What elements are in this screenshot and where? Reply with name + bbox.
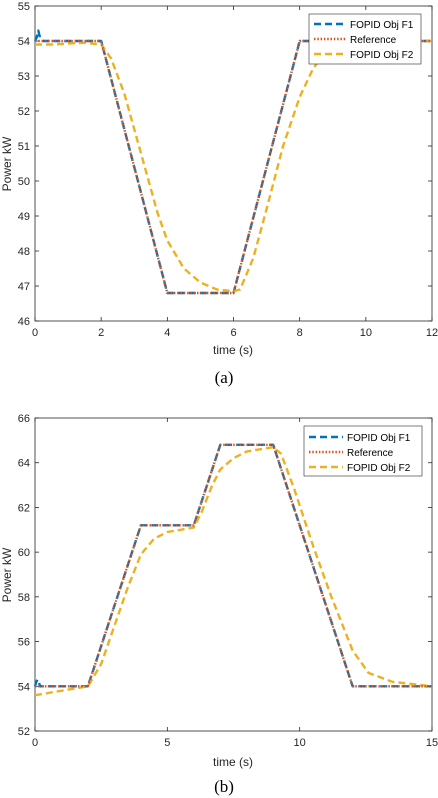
chart-a-ytick-label: 51 <box>18 141 30 153</box>
chart-b-xtick-label: 10 <box>294 737 306 749</box>
chart-a-ytick-label: 48 <box>18 246 30 258</box>
chart-a-caption: (a) <box>215 368 234 387</box>
chart-a-legend-label-ref: Reference <box>350 35 397 46</box>
chart-b-ytick-label: 56 <box>18 637 30 649</box>
chart-a-ytick-label: 53 <box>18 71 30 83</box>
chart-a-xtick-label: 12 <box>426 327 438 339</box>
chart-b-ytick-label: 60 <box>18 547 30 559</box>
chart-a-ytick-label: 46 <box>18 316 30 328</box>
chart-a-xtick-label: 2 <box>98 327 104 339</box>
chart-b-series-reference <box>35 443 432 688</box>
chart-b-xtick-label: 5 <box>164 737 170 749</box>
chart-a-xtick-label: 0 <box>32 327 38 339</box>
chart-b-legend: FOPID Obj F1 Reference FOPID Obj F2 <box>303 425 423 477</box>
chart-a-ytick-label: 49 <box>18 211 30 223</box>
chart-b-legend-label-f2: FOPID Obj F2 <box>347 463 411 474</box>
chart-b-ylabel: Power kW <box>0 547 14 602</box>
chart-b-ytick-label: 66 <box>18 413 30 425</box>
chart-a-series-reference <box>35 39 432 295</box>
chart-a-ytick-label: 50 <box>18 176 30 188</box>
chart-a-ytick-label: 52 <box>18 106 30 118</box>
chart-a-legend-label-f1: FOPID Obj F1 <box>350 20 414 31</box>
chart-b-xlabel: time (s) <box>213 755 253 769</box>
chart-b-legend-label-f1: FOPID Obj F1 <box>347 433 411 444</box>
chart-a-xtick-label: 8 <box>297 327 303 339</box>
chart-b: 0 5 10 15 52 54 56 58 60 62 64 66 time (s) Power kW… <box>0 413 438 796</box>
chart-a-xtick-label: 6 <box>230 327 236 339</box>
chart-b-legend-label-ref: Reference <box>347 448 394 459</box>
chart-a-ytick-label: 55 <box>18 1 30 13</box>
chart-b-xtick-label: 0 <box>32 737 38 749</box>
chart-a-ytick-label: 54 <box>18 36 30 48</box>
chart-b-series-fopid-obj-f2 <box>34 445 433 697</box>
chart-b-caption: (b) <box>214 777 234 796</box>
chart-a-ylabel: Power kW <box>0 136 14 191</box>
chart-b-xtick-label: 15 <box>426 737 438 749</box>
chart-a-ytick-label: 47 <box>18 281 30 293</box>
chart-b-ytick-label: 58 <box>18 592 30 604</box>
chart-b-ytick-label: 52 <box>18 726 30 738</box>
chart-b-ytick-label: 62 <box>18 502 30 514</box>
chart-a-legend: FOPID Obj F1 Reference FOPID Obj F2 <box>308 13 422 65</box>
chart-b-lines <box>33 443 433 697</box>
chart-b-ticks: 0 5 10 15 52 54 56 58 60 62 64 66 <box>18 413 438 749</box>
chart-a-xtick-label: 4 <box>164 327 170 339</box>
chart-a-xlabel: time (s) <box>213 343 253 357</box>
chart-b-ytick-label: 54 <box>18 681 30 693</box>
chart-a-xtick-label: 10 <box>360 327 372 339</box>
chart-b-ytick-label: 64 <box>18 458 30 470</box>
chart-a-legend-label-f2: FOPID Obj F2 <box>350 50 414 61</box>
